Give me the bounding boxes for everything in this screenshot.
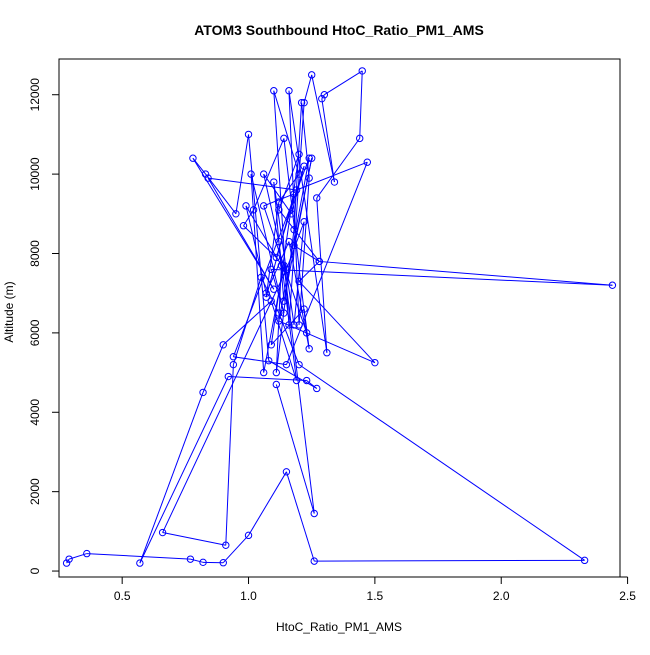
y-tick-label: 8000 — [28, 240, 42, 267]
y-tick-label: 2000 — [28, 478, 42, 505]
x-tick-label: 0.5 — [114, 589, 131, 603]
x-tick-label: 1.0 — [240, 589, 257, 603]
chart-title: ATOM3 Southbound HtoC_Ratio_PM1_AMS — [194, 22, 484, 38]
x-tick-label: 2.5 — [619, 589, 636, 603]
x-tick-label: 1.5 — [367, 589, 384, 603]
y-tick-label: 12000 — [28, 78, 42, 112]
y-tick-label: 4000 — [28, 399, 42, 426]
x-axis-label: HtoC_Ratio_PM1_AMS — [276, 620, 402, 634]
y-tick-label: 0 — [28, 567, 42, 574]
y-axis-label: Altitude (m) — [2, 281, 16, 342]
x-tick-label: 2.0 — [493, 589, 510, 603]
y-tick-label: 6000 — [28, 319, 42, 346]
y-tick-label: 10000 — [28, 157, 42, 191]
